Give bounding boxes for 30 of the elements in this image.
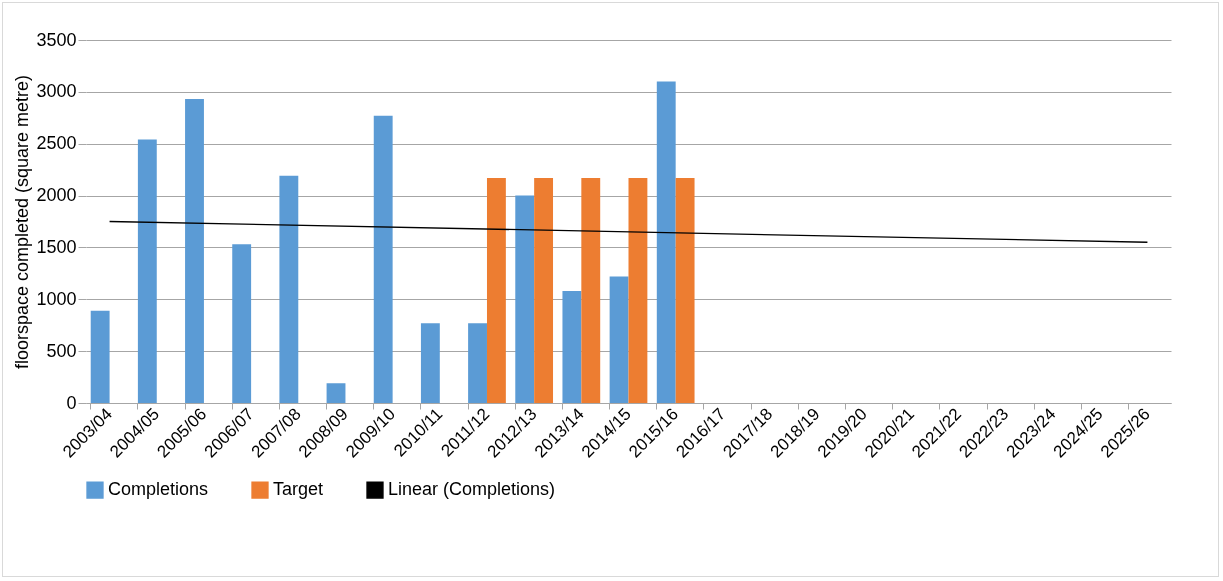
bar bbox=[628, 177, 648, 403]
legend-label: Linear (Completions) bbox=[388, 479, 556, 500]
bar bbox=[656, 81, 676, 403]
y-tick-label: 500 bbox=[46, 340, 77, 361]
legend-label: Completions bbox=[108, 479, 209, 500]
bar bbox=[326, 383, 346, 403]
bar bbox=[420, 323, 440, 403]
y-axis-title: floorspace completed (square metre) bbox=[12, 74, 33, 370]
y-tick-label: 0 bbox=[66, 392, 77, 413]
y-tick-label: 1500 bbox=[36, 236, 77, 257]
y-tick-label: 2000 bbox=[36, 185, 77, 206]
bar bbox=[279, 175, 299, 403]
bar bbox=[232, 244, 252, 403]
bar bbox=[675, 177, 695, 403]
bar bbox=[562, 290, 582, 403]
bar bbox=[468, 323, 487, 403]
y-tick-label: 1000 bbox=[36, 288, 77, 309]
bar bbox=[581, 177, 601, 403]
bar bbox=[515, 195, 535, 403]
y-tick-label: 3500 bbox=[36, 29, 77, 50]
bar bbox=[373, 115, 393, 403]
bar bbox=[534, 177, 554, 403]
y-tick-label: 2500 bbox=[36, 133, 77, 154]
bar bbox=[609, 276, 629, 403]
legend-label: Target bbox=[273, 479, 324, 500]
bar bbox=[486, 177, 506, 403]
bar bbox=[185, 99, 204, 403]
y-tick-label: 3000 bbox=[36, 81, 77, 102]
bar bbox=[90, 310, 110, 403]
bar bbox=[137, 139, 157, 403]
